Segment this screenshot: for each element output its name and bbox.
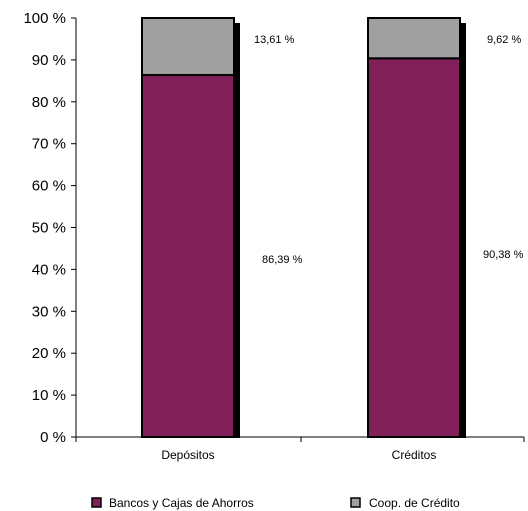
data-label: 9,62 % xyxy=(487,34,521,46)
bar-segment-bancos-0 xyxy=(141,74,235,438)
y-tick-label: 40 % xyxy=(32,261,66,278)
bar-segment-coop-0 xyxy=(141,17,235,77)
bar-segment-coop-1 xyxy=(367,17,461,60)
y-tick-label: 80 % xyxy=(32,94,66,111)
legend-label: Coop. de Crédito xyxy=(369,496,460,510)
legend-swatch xyxy=(91,497,102,508)
y-tick-label: 10 % xyxy=(32,387,66,404)
category-label: Créditos xyxy=(392,448,437,462)
y-tick-label: 20 % xyxy=(32,345,66,362)
data-label: 13,61 % xyxy=(254,34,295,46)
y-tick-label: 30 % xyxy=(32,303,66,320)
y-tick-label: 70 % xyxy=(32,136,66,153)
y-tick-label: 90 % xyxy=(32,52,66,69)
bar-segment-bancos-1 xyxy=(367,57,461,438)
bar-shadow xyxy=(235,23,240,438)
y-tick-label: 0 % xyxy=(40,429,66,446)
data-label: 90,38 % xyxy=(483,249,524,261)
legend-label: Bancos y Cajas de Ahorros xyxy=(109,496,254,510)
category-label: Depósitos xyxy=(161,448,214,462)
legend-swatch xyxy=(350,497,361,508)
y-tick-label: 60 % xyxy=(32,178,66,195)
y-tick-label: 50 % xyxy=(32,220,66,237)
bar-shadow xyxy=(461,23,466,438)
y-tick-label: 100 % xyxy=(23,10,66,27)
data-label: 86,39 % xyxy=(262,254,303,266)
